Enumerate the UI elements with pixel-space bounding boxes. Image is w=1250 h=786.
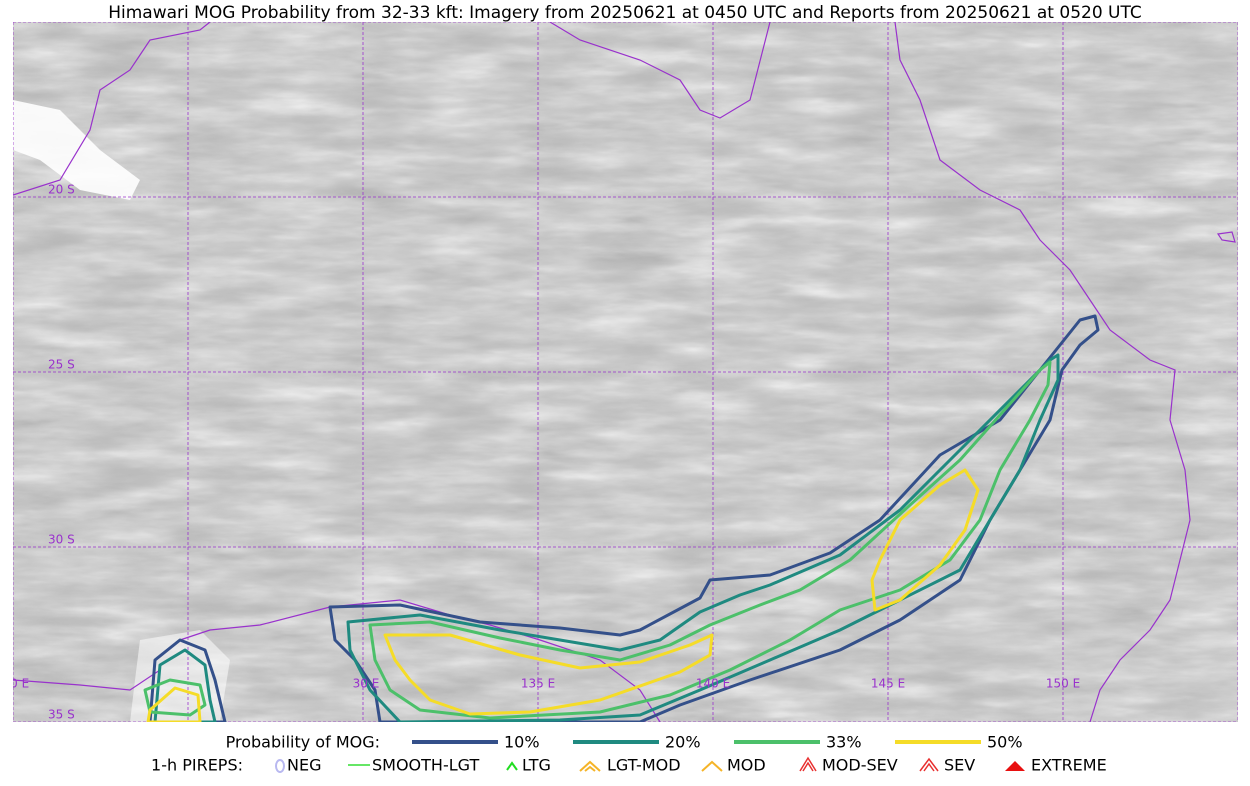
legend-label: 50%: [987, 733, 1023, 752]
legend-label: NEG: [287, 756, 321, 775]
legend-icon: [506, 761, 518, 771]
legend-label: EXTREME: [1031, 756, 1107, 775]
title: Himawari MOG Probability from 32-33 kft:…: [108, 3, 1142, 23]
legend-label: LGT-MOD: [607, 756, 681, 775]
lon-label: 145 E: [871, 677, 905, 691]
legend-icon: [579, 760, 601, 772]
lat-label: 25 S: [48, 358, 75, 372]
lon-label: 140 E: [696, 677, 730, 691]
lon-label: 120 E: [0, 677, 29, 691]
contours: [143, 314, 1100, 722]
legend: Probability of MOG: 10% 20% 33% 50% 1-h PIR…: [151, 733, 1107, 775]
lon-label: 150 E: [1046, 677, 1080, 691]
lat-label: 20 S: [48, 183, 75, 197]
legend-icon: [919, 757, 939, 772]
legend-label: MOD: [727, 756, 766, 775]
pireps-legend-title: 1-h PIREPS:: [151, 756, 243, 775]
legend-icon: [1005, 761, 1025, 771]
legend-icon: [799, 756, 817, 772]
probability-legend-title: Probability of MOG:: [226, 733, 380, 752]
legend-icon: [701, 760, 723, 772]
lat-label: 35 S: [48, 708, 75, 722]
lat-label: 30 S: [48, 533, 75, 547]
legend-label: 10%: [504, 733, 540, 752]
legend-label: LTG: [522, 756, 551, 775]
lon-label: 30 E: [353, 677, 380, 691]
legend-icon: [275, 759, 285, 773]
lon-label: 135 E: [521, 677, 555, 691]
legend-label: 20%: [665, 733, 701, 752]
legend-label: SMOOTH-LGT: [372, 756, 479, 775]
legend-label: SEV: [944, 756, 975, 775]
map: 20 S 25 S 30 S 35 S 120 E 30 E 135 E 140 E 145 …: [0, 22, 1238, 722]
coastline: [13, 22, 1236, 722]
legend-label: MOD-SEV: [822, 756, 898, 775]
legend-label: 33%: [826, 733, 862, 752]
